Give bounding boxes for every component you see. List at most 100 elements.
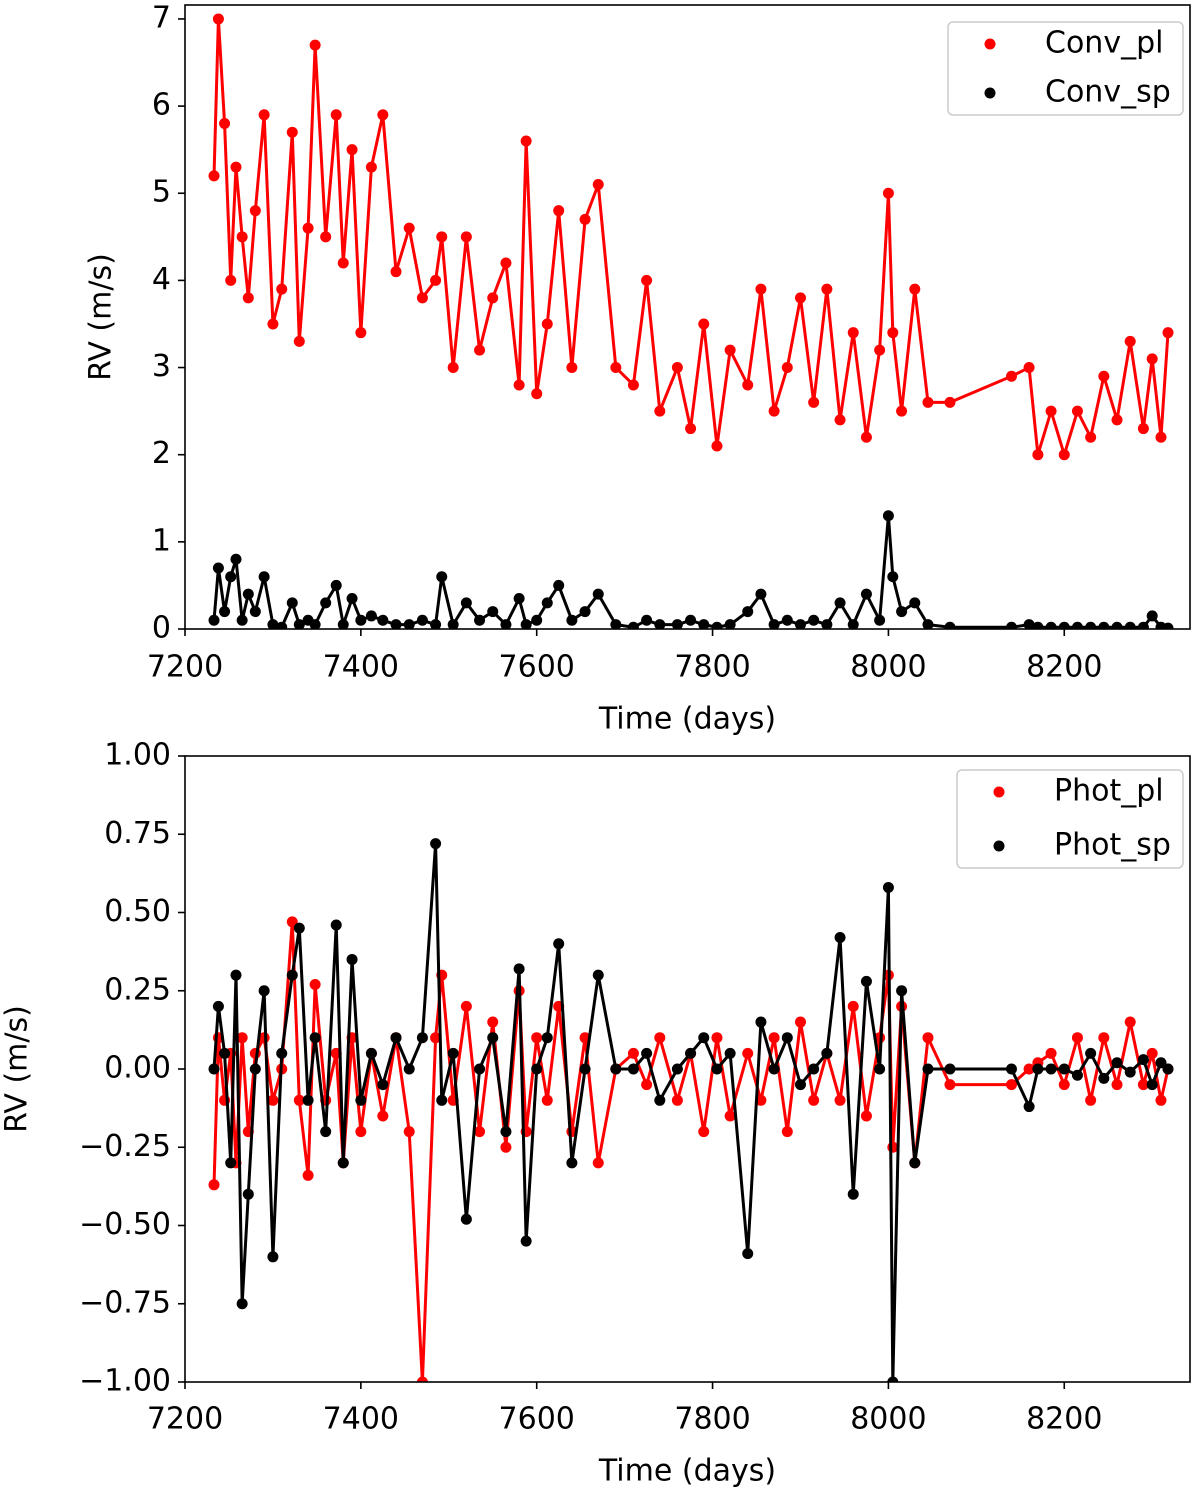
- data-point: [513, 379, 525, 391]
- data-point: [337, 619, 349, 629]
- data-point: [1071, 1069, 1083, 1081]
- data-point: [390, 619, 402, 629]
- data-point: [320, 231, 332, 243]
- data-point: [553, 938, 565, 950]
- data-point: [874, 1063, 886, 1075]
- data-point: [755, 1016, 767, 1028]
- data-point: [355, 1126, 367, 1138]
- data-point: [1137, 621, 1149, 629]
- data-point: [711, 1063, 723, 1075]
- data-point: [447, 619, 459, 629]
- data-point: [808, 614, 820, 626]
- data-point: [553, 205, 565, 217]
- data-point: [610, 619, 622, 629]
- data-point: [1124, 335, 1136, 347]
- data-point: [242, 1188, 254, 1200]
- data-point: [896, 606, 908, 618]
- data-point: [808, 396, 820, 408]
- x-tick-label: 7400: [323, 650, 399, 685]
- data-point: [276, 1047, 288, 1059]
- data-point: [821, 619, 833, 629]
- data-point: [286, 126, 298, 138]
- data-point: [1023, 1063, 1035, 1075]
- data-point: [242, 588, 254, 600]
- data-point: [302, 222, 314, 234]
- y-tick-label: 0.00: [104, 1051, 171, 1086]
- data-point: [286, 597, 298, 609]
- data-point: [781, 1126, 793, 1138]
- series-line: [212, 17, 1170, 457]
- x-tick-label: 8000: [850, 1402, 926, 1437]
- data-point: [330, 109, 342, 121]
- data-point: [230, 969, 242, 981]
- data-point: [330, 919, 342, 931]
- data-point: [781, 362, 793, 374]
- data-point: [1124, 1016, 1136, 1028]
- data-point: [742, 1047, 754, 1059]
- data-point: [641, 1079, 653, 1091]
- data-point: [909, 597, 921, 609]
- x-tick-label: 7800: [674, 1402, 750, 1437]
- data-point: [834, 932, 846, 944]
- data-point: [293, 619, 305, 629]
- data-point: [500, 257, 512, 269]
- data-point: [1071, 405, 1083, 417]
- data-point: [944, 396, 956, 408]
- subplot: 7200 7400 7600 7800 8000 8200 −1.00 −0.75 −0.50 −…: [0, 738, 1191, 1489]
- series-line: [212, 920, 1170, 1382]
- data-point: [1045, 621, 1057, 629]
- data-point: [337, 257, 349, 269]
- data-point: [860, 431, 872, 443]
- data-point: [487, 1016, 499, 1028]
- data-point: [513, 592, 525, 604]
- data-point: [768, 405, 780, 417]
- data-point: [258, 109, 270, 121]
- data-point: [860, 1110, 872, 1122]
- legend-marker: [993, 840, 1005, 852]
- data-point: [1058, 1079, 1070, 1091]
- data-point: [208, 614, 220, 626]
- data-point: [474, 614, 486, 626]
- data-point: [346, 144, 358, 156]
- data-point: [302, 1169, 314, 1181]
- data-point: [685, 1047, 697, 1059]
- data-point: [755, 1094, 767, 1106]
- data-point: [541, 1094, 553, 1106]
- data-point: [355, 1094, 367, 1106]
- data-point: [847, 1188, 859, 1200]
- data-point: [1155, 1057, 1167, 1069]
- data-point: [860, 975, 872, 987]
- data-point: [1071, 621, 1083, 629]
- data-point: [944, 1079, 956, 1091]
- y-tick-label: 5: [152, 175, 171, 210]
- data-point: [1045, 1063, 1057, 1075]
- data-point: [1137, 423, 1149, 435]
- data-point: [641, 614, 653, 626]
- x-tick-label: 8200: [1026, 1402, 1102, 1437]
- data-point: [685, 423, 697, 435]
- data-point: [1006, 1063, 1018, 1075]
- data-point: [592, 1157, 604, 1169]
- data-point: [847, 619, 859, 629]
- data-point: [592, 179, 604, 191]
- data-point: [724, 619, 736, 629]
- data-point: [671, 1094, 683, 1106]
- data-point: [447, 362, 459, 374]
- data-point: [208, 1179, 220, 1191]
- plot-area: [208, 13, 1174, 629]
- data-point: [390, 266, 402, 278]
- data-point: [698, 318, 710, 330]
- data-point: [654, 405, 666, 417]
- y-tick-label: 7: [152, 0, 171, 35]
- data-point: [627, 1063, 639, 1075]
- data-point: [460, 231, 472, 243]
- data-point: [566, 614, 578, 626]
- data-point: [724, 1110, 736, 1122]
- data-point: [208, 1063, 220, 1075]
- data-point: [742, 606, 754, 618]
- data-point: [286, 969, 298, 981]
- data-point: [579, 606, 591, 618]
- data-point: [896, 985, 908, 997]
- data-point: [219, 118, 231, 130]
- data-point: [794, 619, 806, 629]
